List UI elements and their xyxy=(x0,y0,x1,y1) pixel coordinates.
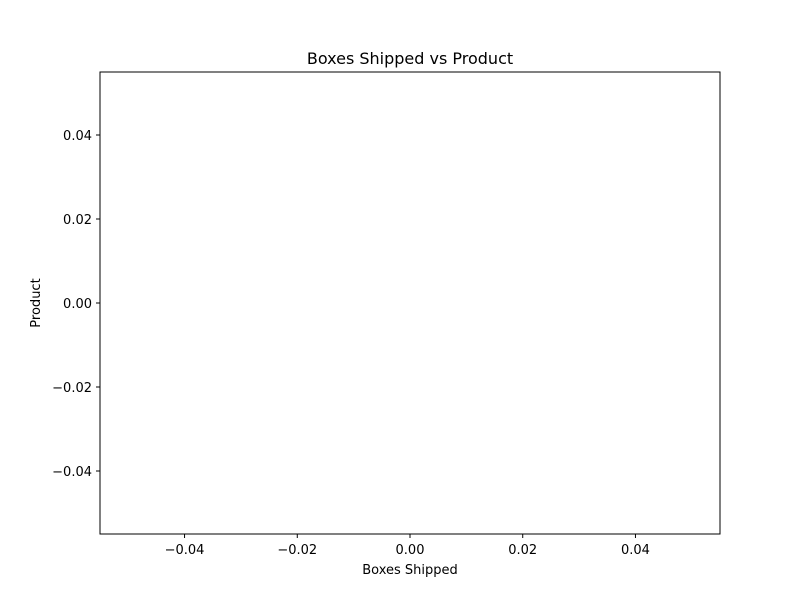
y-tick-label: 0.00 xyxy=(63,297,92,312)
y-tick-label: 0.02 xyxy=(63,213,92,228)
plot-area xyxy=(99,71,721,535)
y-tick-label: 0.04 xyxy=(63,129,92,144)
y-tick-label: −0.02 xyxy=(52,381,92,396)
x-tick-label: −0.02 xyxy=(277,543,317,558)
x-tick-label: −0.04 xyxy=(165,543,205,558)
x-axis-ticks: −0.04 −0.02 0.00 0.02 0.04 xyxy=(165,534,650,558)
y-axis-label: Product xyxy=(29,278,44,327)
y-tick-label: −0.04 xyxy=(52,465,92,480)
x-tick-label: 0.02 xyxy=(508,543,537,558)
y-axis-ticks: −0.04 −0.02 0.00 0.02 0.04 xyxy=(52,129,100,480)
x-tick-label: 0.04 xyxy=(621,543,650,558)
chart-title: Boxes Shipped vs Product xyxy=(307,49,513,68)
x-axis-label: Boxes Shipped xyxy=(362,563,458,578)
x-tick-label: 0.00 xyxy=(396,543,425,558)
